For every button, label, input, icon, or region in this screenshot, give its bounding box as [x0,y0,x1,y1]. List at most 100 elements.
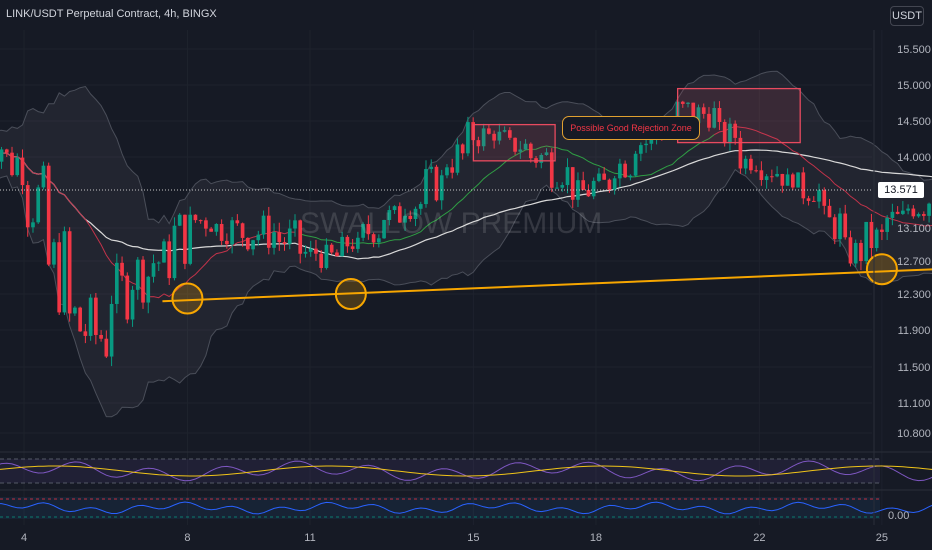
candle-body [612,178,617,190]
candle-body [911,208,916,217]
candle-body [62,231,67,313]
band-lower [0,168,932,418]
y-tick-label: 11.900 [898,325,931,337]
candle-body [282,242,287,244]
candle-body [266,215,271,248]
candle-body [811,200,816,202]
y-tick-label: 15.500 [897,44,931,56]
candle-body [618,163,622,179]
candle-body [167,241,172,279]
band-fill [0,71,932,417]
candle-body [555,187,559,189]
candle-body [156,262,161,264]
candle-body [591,180,596,197]
candle-body [481,128,486,147]
candle-body [240,223,245,238]
candle-body [371,234,376,243]
touch-circle [171,282,204,315]
candle-body [298,220,303,254]
candle-body [890,211,895,218]
candle-body [508,130,512,138]
candle-body [492,133,496,141]
candle-body [356,237,360,249]
candle-body [0,149,4,162]
candle-body [340,236,344,257]
candle-body [52,242,56,265]
osc-line [0,501,932,515]
candle-body [827,205,832,218]
candle-body [287,228,292,244]
chart-title: LINK/USDT Perpetual Contract, 4h, BINGX [6,8,217,20]
candle-body [94,297,98,335]
grid-lines [0,30,883,525]
candle-body [602,173,607,180]
x-tick-label: 15 [467,532,479,544]
candle-body [408,215,413,219]
candle-body [701,107,706,114]
candle-body [251,240,255,250]
candle-body [549,152,554,188]
candle-body [392,206,397,211]
candle-body [770,176,774,178]
x-tick-label: 25 [876,532,888,544]
candle-body [586,189,591,197]
candle-body [345,236,350,247]
candle-body [225,240,229,245]
candle-body [764,176,769,181]
candle-body [581,180,586,190]
candle-body [754,170,758,172]
candle-body [214,223,219,232]
candle-body [680,101,685,104]
candle-body [25,185,30,228]
candle-body [15,157,20,176]
rsi-ma-line [0,465,932,477]
candle-body [859,242,863,262]
candle-body [125,275,130,320]
candle-body [83,331,88,336]
candle-body [382,219,386,239]
candle-body [691,102,696,124]
candle-body [895,211,900,214]
candle-body [413,208,418,219]
candle-body [377,238,381,243]
indicator-panels [0,451,932,519]
candle-body [99,334,103,339]
candle-body [576,180,580,200]
candle-body [853,242,858,264]
candle-body [183,214,187,264]
candle-body [114,262,119,304]
candle-body [759,170,764,181]
candle-body [633,153,638,176]
candle-body [822,190,827,206]
candle-body [104,338,109,357]
candle-body [188,214,193,264]
touch-circle [865,253,898,286]
candle-body [455,144,460,173]
candle-body [885,217,889,232]
watermark: SWALLOW PREMIUM [300,207,603,240]
candle-body [361,224,365,238]
candle-body [502,130,507,132]
candle-body [476,140,481,147]
candle-body [927,203,931,216]
candle-body [130,289,135,320]
currency-button[interactable]: USDT [890,6,924,26]
axes: 15.500 15.000 14.500 14.000 13.100 12.700 12.3… [21,30,931,544]
candle-body [497,131,502,141]
candle-body [193,214,198,221]
candle-body [172,225,177,279]
x-tick-label: 8 [184,532,190,544]
candle-body [261,215,266,235]
candle-body [41,165,46,188]
candle-body [366,224,371,235]
candle-body [319,253,324,268]
candle-body [565,167,570,186]
y-tick-label: 12.300 [897,289,931,301]
candle-body [31,222,35,228]
candle-body [743,158,748,169]
candle-body [303,251,308,254]
candle-body [109,303,114,357]
candle-body [434,166,439,201]
rejection-zone-annotation[interactable]: Possible Good Rejection Zone [562,116,700,140]
